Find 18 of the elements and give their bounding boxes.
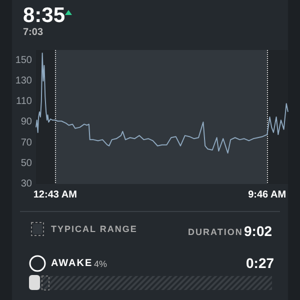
text: AWAKE (51, 258, 93, 269)
line-series (36, 52, 288, 154)
text: 9:02 (244, 223, 272, 239)
text: 0:27 (246, 255, 274, 271)
x-tick-label: 12:43 AM (33, 190, 77, 200)
x-tick-label: 9:46 AM (248, 190, 286, 200)
y-tick-label: 150 (15, 54, 32, 66)
y-tick-label: 90 (20, 116, 32, 128)
y-tick-label: 70 (20, 137, 32, 148)
y-tick-label: 30 (20, 178, 32, 190)
chart-title: 8:35 (23, 4, 66, 28)
y-tick-label: 130 (15, 75, 32, 86)
legend-label: TYPICAL RANGE (51, 224, 138, 234)
y-tick-label: 50 (20, 158, 32, 169)
chart-subtitle: 7:03 (23, 27, 44, 38)
text: 4% (94, 259, 108, 269)
y-tick-label: 110 (16, 96, 32, 108)
text: DURATION (188, 227, 243, 237)
